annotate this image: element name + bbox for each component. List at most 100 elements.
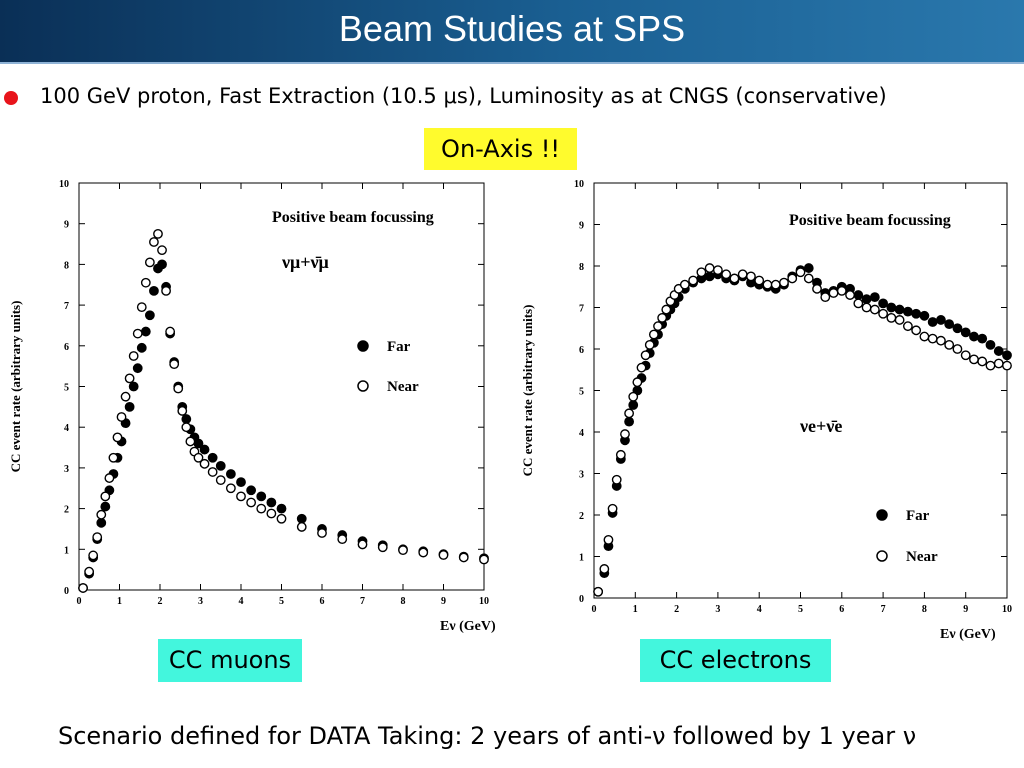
chart1-y-tick-label: 2 bbox=[64, 505, 69, 516]
chart1-point-far bbox=[296, 513, 307, 524]
chart1-point-near bbox=[207, 467, 218, 477]
chart1-y-tick-label: 1 bbox=[64, 545, 69, 556]
chart1-y-tick-label: 0 bbox=[64, 586, 69, 597]
chart2-title: Positive beam focussing bbox=[789, 212, 951, 229]
chart2-y-tick-label: 4 bbox=[579, 428, 584, 439]
chart1-y-tick-label: 5 bbox=[64, 383, 69, 394]
chart1-point-near bbox=[92, 532, 103, 542]
chart2-point-far bbox=[869, 292, 880, 303]
chart1-point-near bbox=[165, 326, 176, 337]
chart2-point-far bbox=[944, 319, 955, 329]
chart2-y-tick-label: 8 bbox=[579, 262, 584, 273]
chart1-legend-marker-near bbox=[357, 380, 369, 392]
chart1-point-near bbox=[317, 528, 327, 538]
chart1-point-far bbox=[207, 452, 218, 463]
chart1-point-near bbox=[169, 359, 180, 370]
chart2-point-near bbox=[936, 335, 946, 346]
chart1-point-far bbox=[266, 497, 277, 508]
chart1-x-tick-label: 9 bbox=[441, 596, 446, 607]
chart2-point-near bbox=[812, 283, 822, 294]
chart2-point-far bbox=[894, 304, 905, 315]
chart2-point-near bbox=[836, 285, 847, 296]
chart1-point-far bbox=[132, 363, 143, 374]
chart2-y-tick-label: 2 bbox=[579, 511, 584, 522]
chart1-point-near bbox=[173, 383, 184, 394]
chart1-point-near bbox=[78, 583, 88, 593]
chart2-point-near bbox=[894, 315, 905, 325]
chart2-y-tick-label: 5 bbox=[579, 387, 584, 398]
chart2-point-far bbox=[803, 263, 814, 273]
chart2-point-near bbox=[762, 279, 773, 290]
chart2-point-near bbox=[803, 273, 814, 284]
chart2-legend-label-near: Near bbox=[906, 549, 938, 565]
chart2-point-near bbox=[704, 263, 715, 273]
chart2-point-near bbox=[911, 325, 922, 336]
chart2-plot-frame bbox=[593, 182, 1008, 599]
chart1-point-far bbox=[225, 469, 236, 479]
chart1-point-far bbox=[157, 259, 167, 270]
chart1-y-tick-label: 3 bbox=[64, 464, 69, 475]
chart1-plot-frame bbox=[78, 182, 485, 591]
chart2-point-far bbox=[960, 327, 971, 338]
chart2-point-near bbox=[679, 279, 690, 290]
chart2-x-tick-label: 4 bbox=[757, 604, 762, 615]
chart1-point-near bbox=[225, 483, 236, 494]
chart2-point-near bbox=[737, 269, 748, 280]
chart1-point-near bbox=[161, 285, 171, 296]
chart1-point-near bbox=[144, 257, 155, 268]
chart1-point-near bbox=[398, 545, 408, 556]
chart1-point-near bbox=[185, 436, 196, 447]
chart2-x-tick-label: 9 bbox=[963, 604, 968, 615]
chart2-y-tick-label: 9 bbox=[579, 221, 584, 232]
chart2-annotation: νe+ν̄e bbox=[799, 416, 842, 436]
chart1-point-near bbox=[88, 550, 99, 561]
chart2-point-near bbox=[960, 350, 971, 361]
chart2-point-far bbox=[628, 400, 639, 410]
chart1-x-tick-label: 0 bbox=[77, 596, 82, 607]
chart2-x-tick-label: 10 bbox=[1002, 604, 1012, 615]
chart2-y-tick-label: 3 bbox=[579, 470, 584, 481]
chart2-point-near bbox=[696, 267, 707, 278]
chart1-point-far bbox=[256, 491, 267, 502]
chart1-legend-label-near: Near bbox=[387, 379, 419, 395]
chart2-point-near bbox=[795, 267, 806, 278]
chart2-y-tick-label: 1 bbox=[579, 553, 584, 564]
chart1-x-tick-label: 7 bbox=[360, 596, 365, 607]
chart2-point-far bbox=[902, 306, 913, 317]
chart2-point-near bbox=[770, 279, 781, 290]
chart2-point-far bbox=[919, 310, 930, 321]
chart1-x-tick-label: 8 bbox=[401, 596, 406, 607]
chart2-point-near bbox=[985, 360, 996, 371]
chart1-point-far bbox=[236, 477, 246, 488]
chart1-point-near bbox=[124, 373, 135, 384]
chart2-point-far bbox=[1002, 350, 1012, 361]
chart2-point-near bbox=[820, 292, 831, 303]
chart1-point-near bbox=[96, 509, 107, 520]
chart1-point-near bbox=[199, 458, 210, 469]
chart1-point-near bbox=[112, 432, 123, 443]
on-axis-highlight: On-Axis !! bbox=[424, 128, 577, 170]
chart2-point-near bbox=[919, 331, 930, 342]
chart1-y-tick-label: 8 bbox=[64, 260, 69, 271]
chart1-y-tick-label: 7 bbox=[64, 301, 69, 312]
chart2-x-tick-label: 2 bbox=[674, 604, 679, 615]
chart1-y-tick-label: 4 bbox=[64, 423, 69, 434]
chart2-x-tick-label: 7 bbox=[881, 604, 886, 615]
chart2-point-far bbox=[704, 271, 715, 282]
chart2-point-near bbox=[653, 321, 663, 332]
bullet-text: 100 GeV proton, Fast Extraction (10.5 μs… bbox=[40, 84, 887, 108]
chart2-x-tick-label: 1 bbox=[633, 604, 638, 615]
chart1-x-tick-label: 6 bbox=[320, 596, 325, 607]
chart2-point-near bbox=[969, 354, 979, 365]
chart1-x-axis-label: Eν (GeV) bbox=[440, 619, 496, 634]
chart2-point-near bbox=[603, 535, 614, 545]
label-cc-muons: CC muons bbox=[158, 639, 302, 682]
chart2-y-tick-label: 7 bbox=[579, 304, 584, 315]
chart2-point-near bbox=[648, 329, 659, 340]
chart1-point-near bbox=[377, 542, 388, 553]
chart2-legend-marker-near bbox=[876, 550, 888, 562]
chart2-point-near bbox=[636, 362, 647, 373]
chart2-point-far bbox=[985, 339, 996, 350]
chart1-point-near bbox=[276, 513, 287, 524]
